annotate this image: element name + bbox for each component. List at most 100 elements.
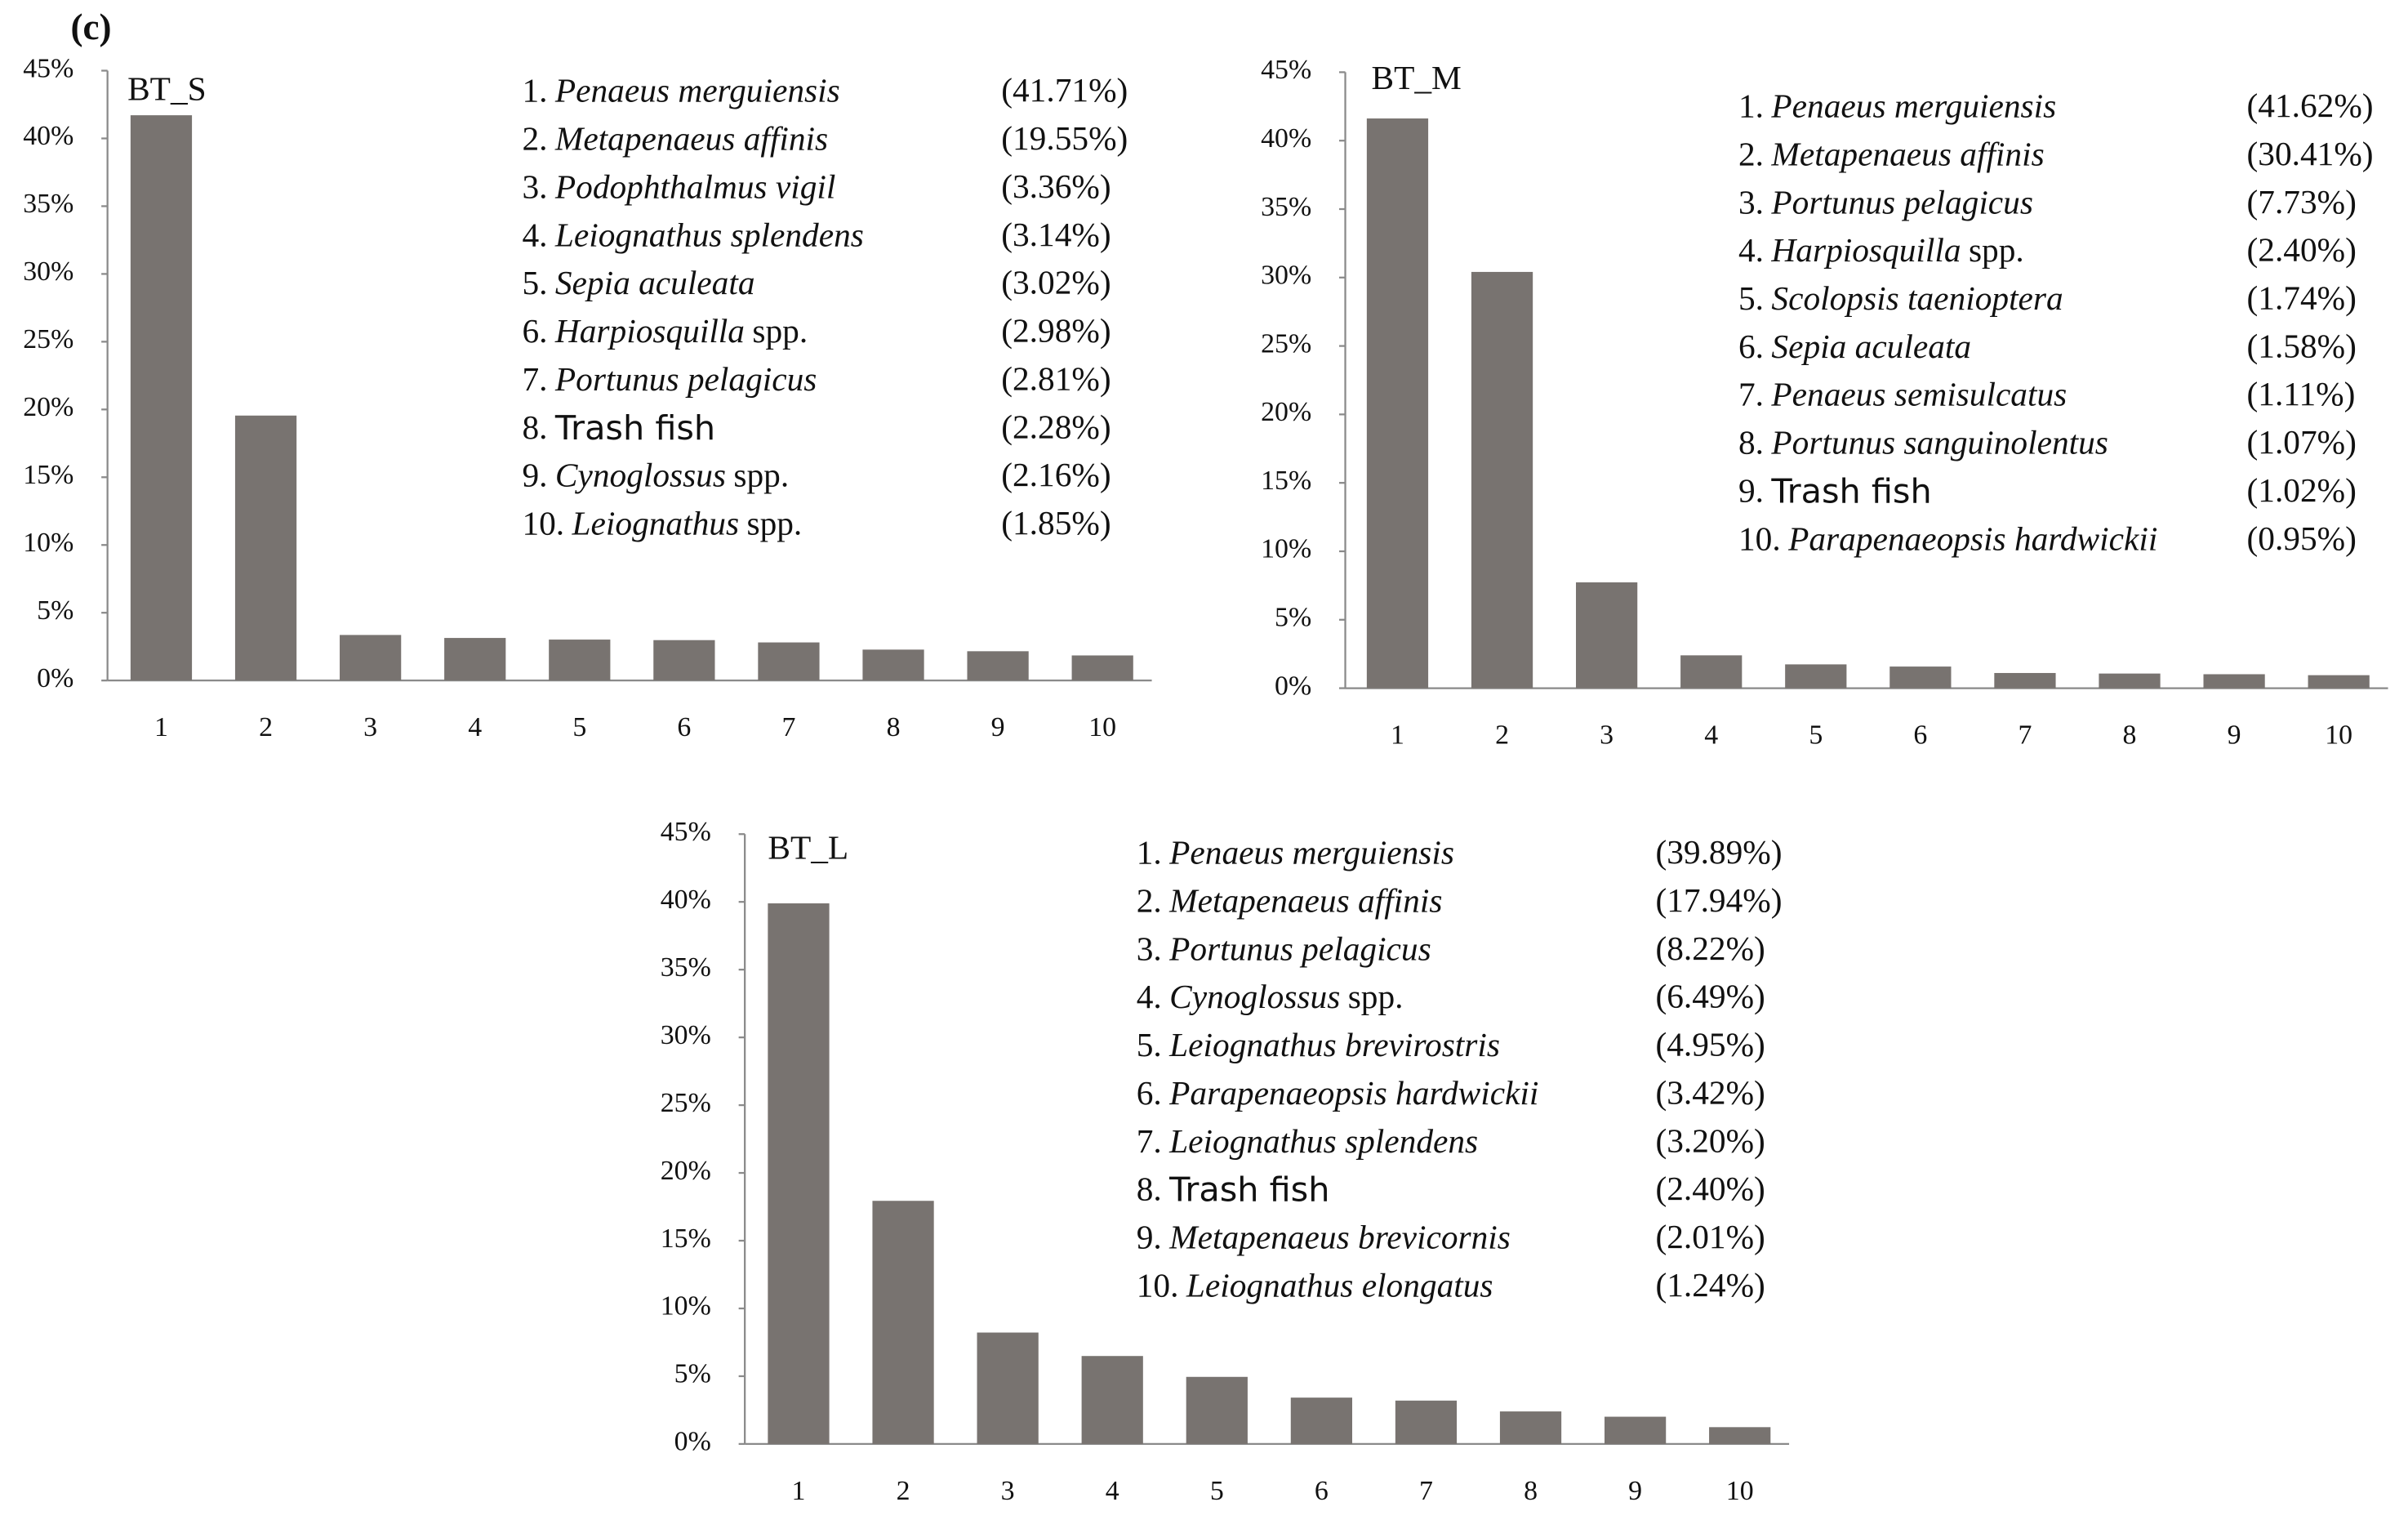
value-label: (3.36%) — [1001, 167, 1111, 206]
x-tick-label: 9 — [991, 712, 1005, 742]
chart-title: BT_M — [1372, 59, 1462, 96]
legend-num: 4. — [522, 216, 547, 253]
bar — [1889, 666, 1952, 689]
value-label: (8.22%) — [1655, 929, 1765, 968]
bar — [1366, 118, 1429, 689]
value-label: (2.98%) — [1001, 312, 1111, 350]
legend-italic: Metapenaeus affinis — [554, 119, 828, 157]
legend-entry: 2. Metapenaeus affinis — [1738, 135, 2045, 172]
bar — [1081, 1356, 1143, 1444]
legend-num: 4. — [1738, 231, 1764, 269]
bar — [234, 415, 297, 681]
x-tick-label: 7 — [2018, 720, 2032, 751]
legend-italic: Leiognathus — [572, 504, 740, 542]
legend-num: 3. — [522, 167, 547, 205]
x-tick-label: 4 — [1106, 1476, 1119, 1506]
x-tick-label: 5 — [1809, 720, 1823, 751]
value-label: (2.28%) — [1001, 408, 1111, 446]
y-tick-label: 25% — [1261, 328, 1311, 359]
value-label: (41.71%) — [1001, 71, 1128, 109]
legend-num: 2. — [522, 119, 547, 157]
x-tick-label: 8 — [887, 712, 901, 742]
legend-italic: Podophthalmus vigil — [554, 167, 835, 205]
legend-entry: 6. Parapenaeopsis hardwickii — [1137, 1073, 1539, 1111]
y-tick-label: 45% — [1261, 55, 1311, 85]
legend-entry: 4. Leiognathus splendens — [522, 216, 863, 253]
legend-italic: Portunus sanguinolentus — [1770, 423, 2108, 461]
legend-entry: 8. Trash fish — [522, 408, 715, 448]
x-tick-label: 8 — [1524, 1476, 1538, 1506]
x-tick-label: 2 — [1495, 720, 1509, 751]
bar — [1709, 1427, 1771, 1444]
bar — [130, 115, 193, 681]
bar — [1186, 1376, 1248, 1444]
value-label: (2.81%) — [1001, 359, 1111, 398]
value-label: (2.16%) — [1001, 456, 1111, 494]
x-tick-label: 6 — [677, 712, 691, 742]
legend-italic: Metapenaeus affinis — [1770, 135, 2044, 172]
y-tick-label: 0% — [37, 663, 73, 693]
y-tick-label: 40% — [23, 121, 73, 151]
chart-title: BT_S — [127, 69, 207, 107]
y-tick-label: 30% — [661, 1020, 711, 1050]
y-tick-label: 25% — [661, 1088, 711, 1118]
legend-num: 1. — [522, 71, 547, 109]
x-tick-label: 9 — [2228, 720, 2241, 751]
value-label: (2.01%) — [1655, 1218, 1765, 1256]
legend-num: 2. — [1738, 135, 1764, 172]
value-label: (3.20%) — [1655, 1121, 1765, 1160]
x-tick-label: 10 — [1726, 1476, 1754, 1506]
y-tick-label: 10% — [23, 528, 73, 558]
x-tick-label: 7 — [1419, 1476, 1433, 1506]
legend-num: 1. — [1137, 833, 1162, 871]
x-tick-label: 6 — [1913, 720, 1927, 751]
legend-entry: 9. Cynoglossus spp. — [522, 456, 789, 493]
y-tick-label: 45% — [23, 53, 73, 83]
legend-italic: Penaeus merguiensis — [1770, 87, 2056, 124]
bar — [1994, 672, 2056, 689]
legend-italic: Cynoglossus — [555, 456, 726, 493]
x-tick-label: 7 — [781, 712, 795, 742]
x-tick-label: 3 — [1001, 1476, 1015, 1506]
value-label: (1.85%) — [1001, 504, 1111, 542]
legend-num: 8. — [1137, 1170, 1162, 1207]
legend-num: 3. — [1137, 929, 1162, 967]
y-tick-label: 0% — [1275, 671, 1311, 701]
value-label: (4.95%) — [1655, 1026, 1765, 1064]
bar — [872, 1201, 934, 1444]
value-label: (1.74%) — [2247, 279, 2357, 318]
x-tick-label: 4 — [1704, 720, 1718, 751]
legend-italic: Harpiosquilla — [1770, 231, 1961, 269]
y-tick-label: 20% — [1261, 397, 1311, 427]
legend-italic: Portunus pelagicus — [1770, 183, 2033, 221]
y-tick-label: 35% — [23, 189, 73, 219]
legend-num: 5. — [1738, 279, 1764, 317]
panel-label: (c) — [71, 7, 112, 47]
bar — [977, 1332, 1039, 1444]
value-label: (1.07%) — [2247, 423, 2357, 461]
legend-num: 4. — [1137, 978, 1162, 1015]
y-tick-label: 40% — [1261, 123, 1311, 154]
value-label: (3.14%) — [1001, 216, 1111, 254]
y-tick-label: 30% — [23, 256, 73, 287]
legend-num: 9. — [522, 456, 547, 493]
bar — [967, 651, 1029, 681]
value-label: (6.49%) — [1655, 978, 1765, 1016]
legend-num: 10. — [1738, 519, 1781, 557]
legend-num: 7. — [1137, 1121, 1162, 1159]
legend-italic: Leiognathus elongatus — [1186, 1266, 1493, 1304]
legend-entry: 8. Trash fish — [1137, 1170, 1330, 1210]
legend-italic: Sepia aculeata — [1771, 327, 1971, 364]
legend-italic: Metapenaeus brevicornis — [1168, 1218, 1511, 1255]
value-label: (30.41%) — [2247, 135, 2374, 173]
bar — [758, 642, 820, 681]
legend-entry: 10. Parapenaeopsis hardwickii — [1738, 519, 2157, 557]
value-label: (3.02%) — [1001, 264, 1111, 302]
legend-num: 6. — [1137, 1073, 1162, 1111]
legend-entry: 5. Sepia aculeata — [522, 264, 754, 301]
bar — [862, 649, 924, 681]
legend-entry: 1. Penaeus merguiensis — [522, 71, 839, 109]
legend-italic: Leiognathus splendens — [554, 216, 864, 253]
bar — [1471, 271, 1533, 689]
